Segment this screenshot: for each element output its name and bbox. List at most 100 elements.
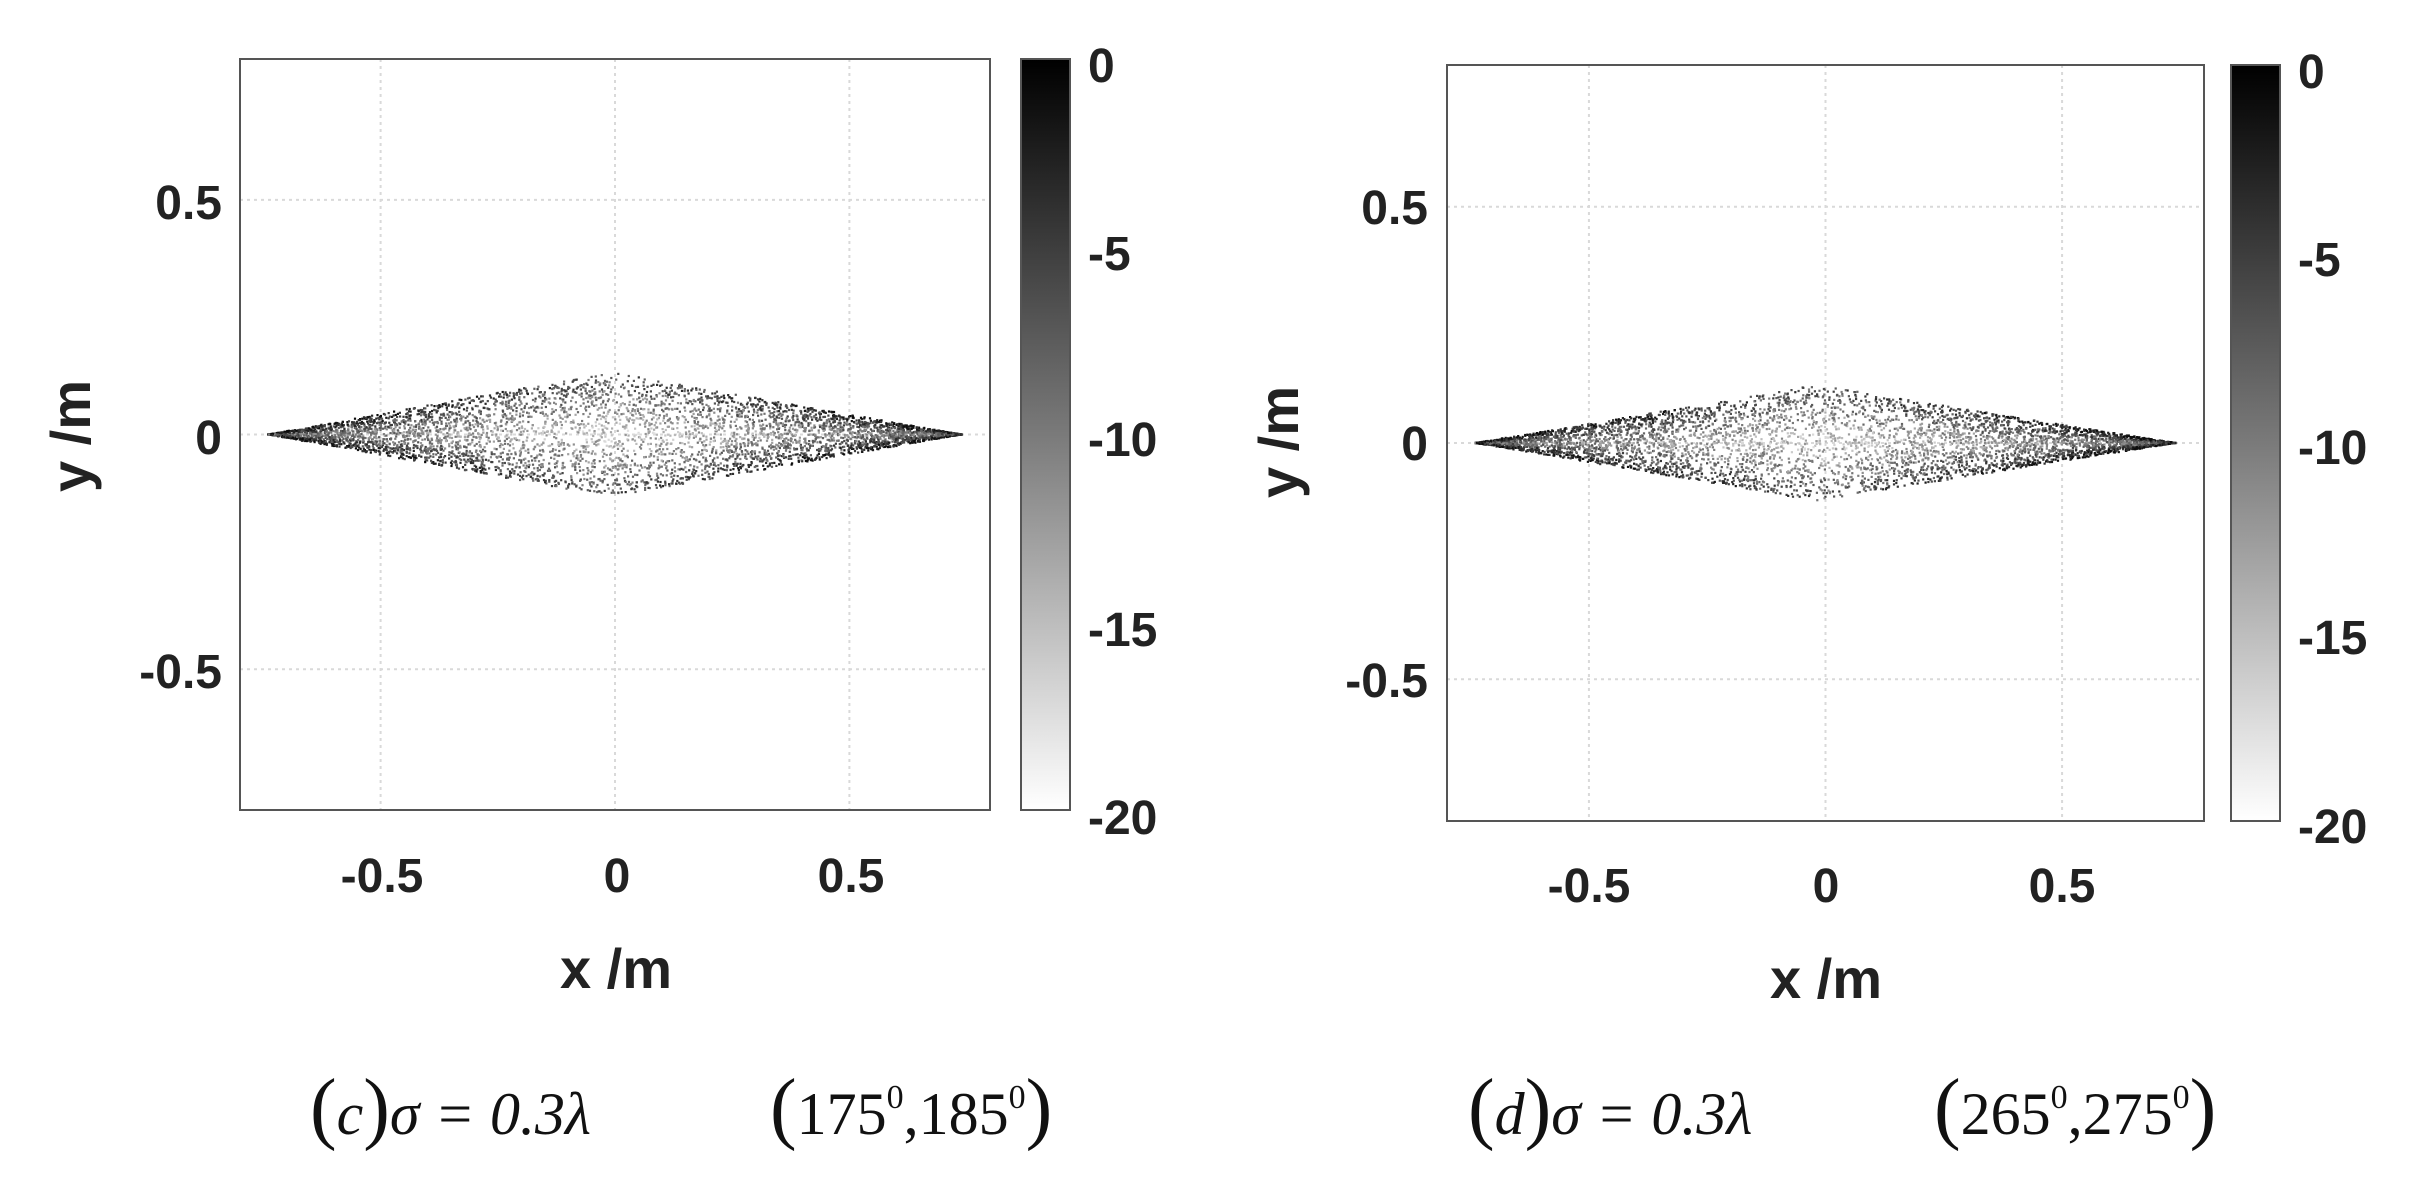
panel-c-scatter-point xyxy=(533,472,536,475)
panel-c-scatter-point xyxy=(604,464,607,467)
panel-c-scatter-point xyxy=(627,480,631,483)
panel-c-scatter-point xyxy=(662,440,665,443)
panel-c-scatter-point xyxy=(421,438,424,441)
panel-c-scatter-point xyxy=(725,469,728,472)
panel-c-scatter-point xyxy=(563,411,566,414)
panel-c-scatter-point xyxy=(349,439,352,442)
panel-c-scatter-point xyxy=(665,391,668,394)
panel-c-scatter-point xyxy=(331,440,334,443)
panel-c-scatter-point xyxy=(608,408,611,412)
panel-c-scatter-point xyxy=(685,470,688,474)
panel-c-scatter-point xyxy=(604,435,607,438)
panel-c-scatter-point xyxy=(865,447,869,450)
panel-c-scatter-point xyxy=(401,457,404,460)
panel-c-scatter-point xyxy=(917,429,920,432)
panel-c-scatter-point xyxy=(589,483,592,486)
panel-c-scatter-point xyxy=(610,434,613,437)
panel-c-scatter-point xyxy=(683,388,686,391)
panel-c-scatter-point xyxy=(414,425,418,428)
panel-c-scatter-point xyxy=(417,422,420,425)
panel-c-scatter-point xyxy=(747,465,750,468)
panel-c-scatter-point xyxy=(738,471,741,474)
panel-c-scatter-point xyxy=(422,431,425,434)
panel-c-scatter-point xyxy=(455,448,458,451)
panel-c-scatter-point xyxy=(801,425,804,428)
panel-c-scatter-point xyxy=(673,433,676,437)
panel-c-scatter-point xyxy=(558,454,561,457)
panel-c-scatter-point xyxy=(889,429,892,432)
panel-c-scatter-point xyxy=(838,433,841,436)
panel-c-scatter-point xyxy=(323,425,326,428)
panel-c-scatter-point xyxy=(703,478,706,481)
panel-c-scatter-point xyxy=(444,403,447,406)
panel-c-scatter-point xyxy=(405,416,408,419)
panel-c-scatter-point xyxy=(402,449,406,452)
panel-c-scatter-point xyxy=(734,439,737,442)
panel-c-scatter-point xyxy=(670,389,673,392)
panel-c-scatter-point xyxy=(771,415,775,418)
panel-c-scatter-point xyxy=(727,474,730,477)
panel-c-scatter-point xyxy=(712,407,715,410)
panel-c-scatter-point xyxy=(385,447,388,450)
panel-c-scatter-point xyxy=(680,384,683,387)
panel-c-scatter-point xyxy=(773,411,776,414)
panel-c-scatter-point xyxy=(763,401,766,404)
panel-c-scatter-point xyxy=(828,420,831,423)
panel-c-scatter-point xyxy=(762,432,765,435)
panel-c-scatter-point xyxy=(588,489,592,492)
panel-c-scatter-point xyxy=(814,458,817,461)
panel-c-scatter-point xyxy=(381,440,384,443)
panel-c-scatter-point xyxy=(501,409,504,412)
panel-c-scatter-point xyxy=(698,397,701,400)
panel-c-scatter-point xyxy=(619,404,622,407)
panel-c-scatter-point xyxy=(916,426,919,429)
panel-c-scatter-point xyxy=(498,439,501,442)
panel-c-scatter-point xyxy=(527,451,530,454)
panel-c-scatter-point xyxy=(420,418,423,422)
panel-c-scatter-point xyxy=(572,419,575,422)
panel-c-scatter-point xyxy=(655,450,658,453)
panel-c-scatter-point xyxy=(616,464,620,467)
panel-c-scatter-point xyxy=(541,410,544,414)
panel-c-scatter-point xyxy=(607,410,610,413)
panel-c-scatter-point xyxy=(344,437,348,440)
panel-c-scatter-point xyxy=(591,440,594,444)
panel-c-scatter-point xyxy=(633,409,636,412)
panel-c-scatter-point xyxy=(931,428,934,431)
panel-c-scatter-point xyxy=(699,413,702,416)
panel-c-scatter-point xyxy=(510,452,513,456)
panel-c-scatter-point xyxy=(637,376,640,379)
panel-c-scatter-point xyxy=(909,429,912,432)
panel-c-scatter-point xyxy=(480,451,483,454)
panel-c-scatter-point xyxy=(869,422,872,425)
panel-c-scatter-point xyxy=(713,439,716,442)
panel-c-scatter-point xyxy=(432,448,435,451)
panel-c-scatter-point xyxy=(666,447,669,451)
panel-c-scatter-point xyxy=(480,395,483,398)
panel-c-scatter-point xyxy=(634,485,638,488)
panel-c-scatter-point xyxy=(657,452,661,455)
panel-c-scatter-point xyxy=(464,463,467,466)
panel-c-scatter-point xyxy=(561,462,564,465)
panel-c-scatter-point xyxy=(448,436,451,439)
panel-c-scatter-point xyxy=(580,488,583,491)
panel-c-scatter-point xyxy=(518,450,521,453)
panel-c-scatter-point xyxy=(910,425,913,428)
panel-c-scatter-point xyxy=(783,444,786,447)
panel-c-scatter-point xyxy=(377,436,381,439)
panel-c-scatter-point xyxy=(585,392,588,395)
panel-c-scatter-point xyxy=(315,430,318,433)
panel-c-scatter-point xyxy=(361,445,364,448)
panel-c-scatter-point xyxy=(644,483,647,486)
panel-c-scatter-point xyxy=(587,415,590,418)
panel-c-scatter-point xyxy=(444,416,447,419)
panel-c-scatter-point xyxy=(768,445,771,448)
panel-c-scatter-point xyxy=(554,448,557,451)
panel-c-scatter-point xyxy=(554,453,557,456)
panel-c-scatter-point xyxy=(544,479,547,482)
panel-c-scatter-point xyxy=(461,466,465,469)
panel-c-scatter-point xyxy=(713,402,716,405)
panel-c-scatter-point xyxy=(788,443,791,446)
panel-c-scatter-point xyxy=(501,462,504,465)
panel-c-scatter-point xyxy=(683,406,686,409)
